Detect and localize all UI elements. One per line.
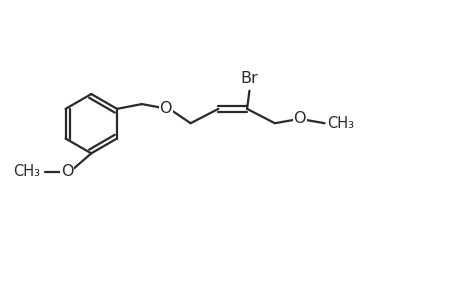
Text: CH₃: CH₃ [326,116,353,131]
Text: O: O [159,101,172,116]
Text: CH₃: CH₃ [13,164,40,179]
Text: O: O [293,111,305,126]
Text: O: O [61,164,73,179]
Text: Br: Br [240,71,258,86]
